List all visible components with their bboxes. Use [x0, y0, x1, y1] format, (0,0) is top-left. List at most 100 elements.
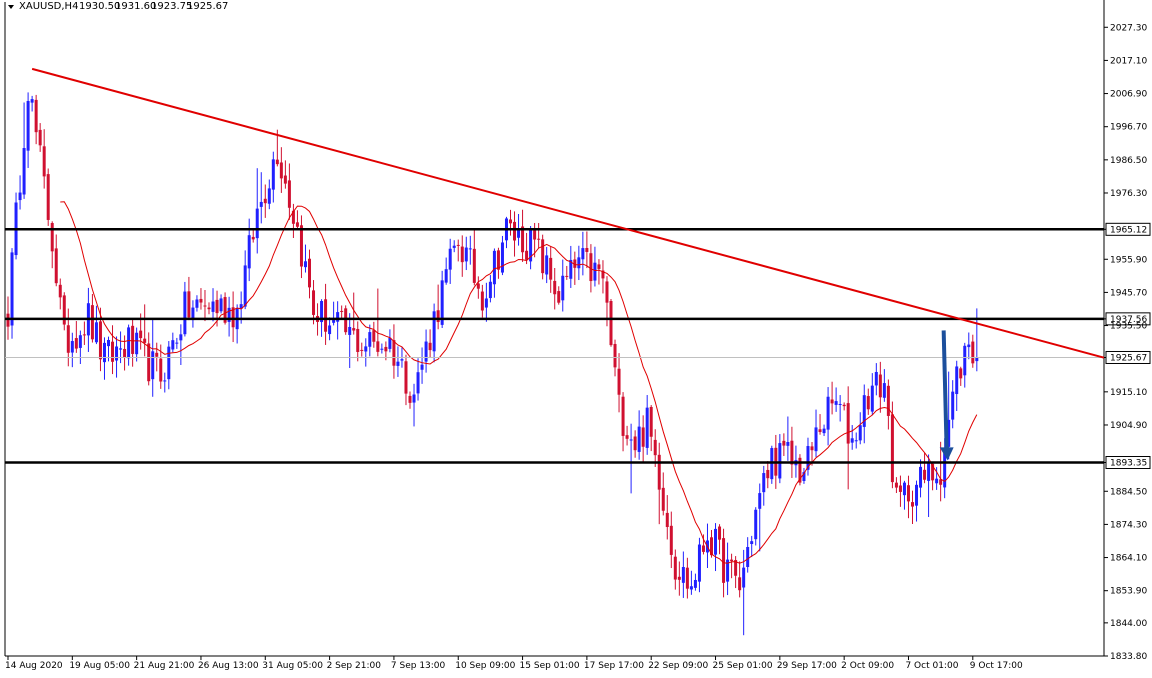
candle-body — [408, 395, 412, 403]
candle — [396, 346, 400, 377]
candle — [10, 248, 14, 339]
candle — [428, 329, 432, 359]
candle-body — [464, 247, 468, 262]
candle-body — [866, 396, 870, 410]
candle — [171, 332, 175, 353]
candle-body — [657, 454, 661, 490]
candle-body — [436, 310, 440, 323]
candle — [553, 267, 557, 310]
candle — [199, 288, 203, 310]
candle-body — [10, 252, 14, 326]
candle-body — [456, 244, 460, 246]
candle — [191, 300, 195, 328]
candle-body — [927, 463, 931, 481]
candle — [874, 363, 878, 396]
down-arrow-icon[interactable] — [939, 330, 954, 461]
candle-body — [364, 346, 368, 352]
candle-body — [295, 222, 299, 227]
candle — [846, 386, 850, 490]
candle — [870, 373, 874, 416]
candle-body — [919, 466, 923, 488]
candle-body — [641, 427, 645, 447]
candle — [838, 395, 842, 422]
price-tick-label: 2006.90 — [1110, 90, 1147, 100]
price-tick: 2017.10 — [1104, 56, 1147, 66]
price-tick: 1955.90 — [1104, 255, 1147, 265]
price-tick: 1965.12 — [1104, 222, 1151, 236]
candle-body — [18, 192, 22, 201]
candle-body — [778, 443, 782, 479]
price-tick: 1874.30 — [1104, 520, 1147, 530]
time-tick-label: 9 Oct 17:00 — [970, 661, 1023, 671]
dropdown-triangle-icon[interactable] — [8, 5, 14, 9]
candle-body — [846, 403, 850, 444]
time-axis[interactable]: 14 Aug 2020 19 Aug 05:00 21 Aug 21:00 26 Au… — [5, 656, 1023, 671]
candle — [368, 324, 372, 357]
candle — [629, 423, 633, 494]
candle-body — [444, 269, 448, 283]
candle — [850, 425, 854, 450]
candle-body — [565, 275, 569, 277]
candle — [585, 231, 589, 269]
time-tick-label: 7 Sep 13:00 — [391, 661, 446, 671]
candle-body — [890, 414, 894, 483]
candle-body — [215, 299, 219, 314]
candle-body — [806, 446, 810, 470]
candle-body — [545, 255, 549, 275]
candle-body — [151, 351, 155, 380]
time-tick: 26 Aug 13:00 — [198, 656, 259, 671]
candle-body — [673, 556, 677, 580]
candle-body — [195, 299, 199, 308]
candle — [58, 278, 62, 310]
candle-body — [400, 359, 404, 361]
candle — [328, 317, 332, 341]
price-tick-label: 2027.30 — [1110, 23, 1147, 33]
candle — [332, 301, 336, 326]
candle — [782, 433, 786, 456]
candle-body — [858, 425, 862, 441]
candle-body — [336, 312, 340, 322]
candle — [677, 561, 681, 596]
time-tick: 17 Sep 17:00 — [584, 656, 644, 671]
candle — [947, 371, 951, 460]
candle-body — [287, 180, 291, 208]
price-tick: 1945.70 — [1104, 288, 1147, 298]
price-tick: 1904.90 — [1104, 421, 1147, 431]
open-value: 1930.50 — [79, 1, 120, 12]
candle — [472, 229, 476, 286]
candle — [681, 551, 685, 598]
price-tick-label: 1853.90 — [1110, 587, 1147, 597]
candle-body — [589, 253, 593, 282]
candle — [951, 380, 955, 429]
candle-body — [814, 427, 818, 452]
candle — [730, 553, 734, 579]
time-tick: 31 Aug 05:00 — [262, 656, 323, 671]
candle — [645, 395, 649, 455]
candle — [637, 410, 641, 460]
candle — [597, 259, 601, 285]
candle-body — [90, 305, 94, 340]
time-tick-label: 14 Aug 2020 — [5, 661, 63, 671]
price-tick-label: 1986.50 — [1110, 156, 1147, 166]
candle — [882, 369, 886, 402]
resistance-trendline[interactable] — [31, 67, 1105, 359]
candle — [356, 321, 360, 362]
candle-body — [902, 482, 906, 496]
price-tick-label: 1893.35 — [1110, 459, 1147, 469]
candle-body — [645, 407, 649, 448]
candle-body — [862, 395, 866, 427]
candle-body — [585, 247, 589, 252]
candle-body — [267, 188, 271, 204]
candle-body — [119, 348, 123, 350]
candle — [898, 475, 902, 507]
price-axis[interactable]: 2027.30 2017.10 2006.90 1996.70 1986.50 1976.… — [1104, 23, 1151, 662]
candle — [267, 179, 271, 210]
candle — [263, 184, 267, 218]
time-tick: 29 Sep 17:00 — [777, 656, 837, 671]
candle-body — [147, 343, 151, 382]
candle-body — [207, 307, 211, 310]
candle-body — [199, 298, 203, 303]
candle — [890, 401, 894, 489]
candle-body — [669, 525, 673, 555]
